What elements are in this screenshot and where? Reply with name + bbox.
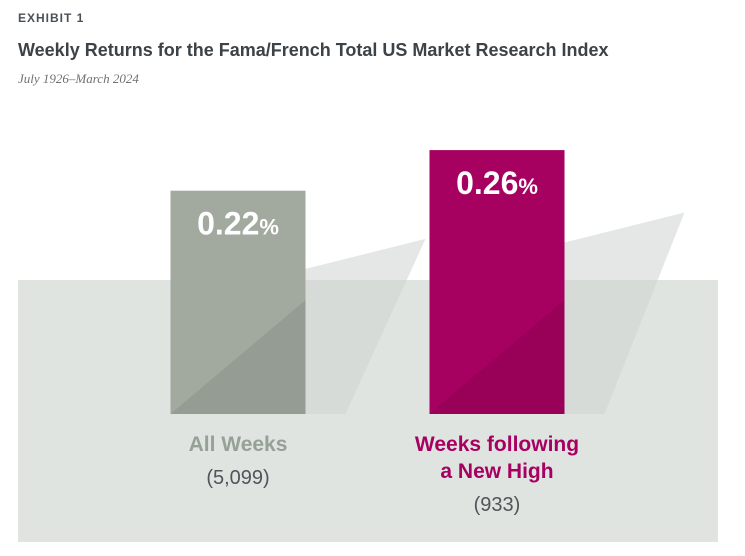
bar-new-high <box>429 150 565 414</box>
category-count: (5,099) <box>206 467 269 489</box>
bar-shadow <box>305 238 426 414</box>
category-label: a New High <box>440 460 553 483</box>
chart-title: Weekly Returns for the Fama/French Total… <box>18 40 609 60</box>
bar-all-weeks <box>170 190 306 414</box>
category-count: (933) <box>474 494 521 516</box>
bar-shade <box>170 300 306 414</box>
bar-shade <box>429 300 565 414</box>
category-label: All Weeks <box>189 433 288 456</box>
category-label: Weeks following <box>415 433 579 456</box>
bar-shadow <box>564 212 685 414</box>
exhibit-label: EXHIBIT 1 <box>18 11 85 25</box>
bar-value-label: 0.22% <box>197 206 279 242</box>
bar-value-label: 0.26% <box>456 165 538 201</box>
chart-subtitle: July 1926–March 2024 <box>18 71 139 86</box>
